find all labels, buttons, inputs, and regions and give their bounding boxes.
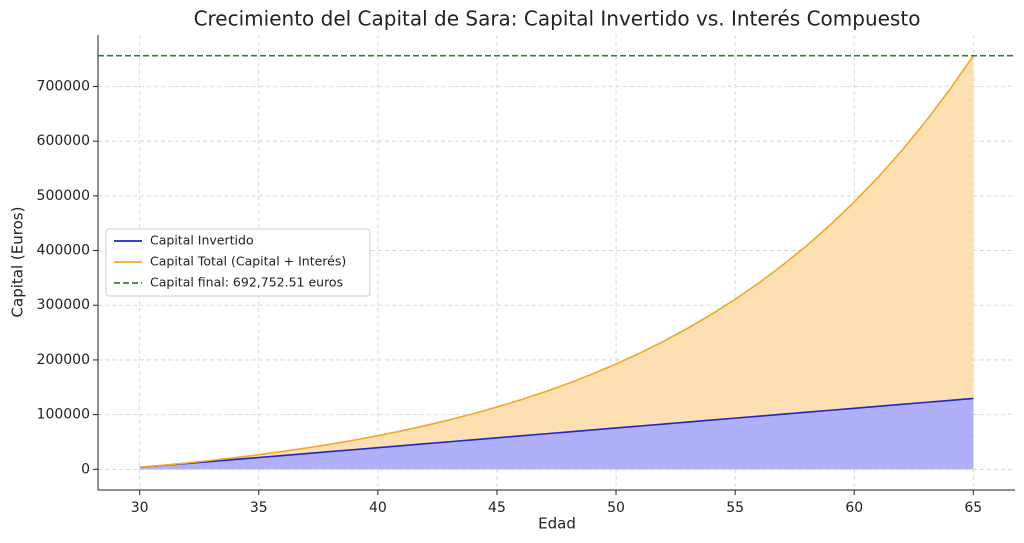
y-tick-label: 500000 — [37, 188, 90, 204]
legend-label: Capital final: 692,752.51 euros — [150, 275, 343, 290]
line — [139, 55, 974, 469]
x-tick-label: 55 — [726, 500, 744, 516]
chart-title: Crecimiento del Capital de Sara: Capital… — [194, 7, 921, 31]
legend-label: Capital Total (Capital + Interés) — [150, 254, 346, 269]
x-tick-label: 45 — [488, 500, 506, 516]
x-tick-label: 35 — [250, 500, 268, 516]
x-tick-label: 50 — [607, 500, 625, 516]
y-tick-label: 0 — [81, 461, 90, 477]
area — [139, 55, 974, 468]
y-tick-label: 200000 — [37, 352, 90, 368]
y-tick-label: 400000 — [37, 243, 90, 259]
y-axis-label: Capital (Euros) — [9, 207, 27, 318]
legend-box — [105, 228, 371, 297]
legend-label: Capital Invertido — [150, 233, 254, 248]
y-tick-label: 300000 — [37, 297, 90, 313]
x-axis-label: Edad — [538, 515, 576, 533]
x-tick-label: 40 — [369, 500, 387, 516]
x-tick-label: 60 — [845, 500, 863, 516]
x-tick-label: 65 — [964, 500, 982, 516]
lines — [139, 55, 974, 469]
y-tick-label: 600000 — [37, 133, 90, 149]
x-tick-label: 30 — [131, 500, 149, 516]
y-tick-label: 700000 — [37, 78, 90, 94]
legend: Capital Invertido Capital Total (Capital … — [105, 228, 371, 297]
y-tick-label: 100000 — [37, 407, 90, 423]
line — [139, 397, 974, 469]
